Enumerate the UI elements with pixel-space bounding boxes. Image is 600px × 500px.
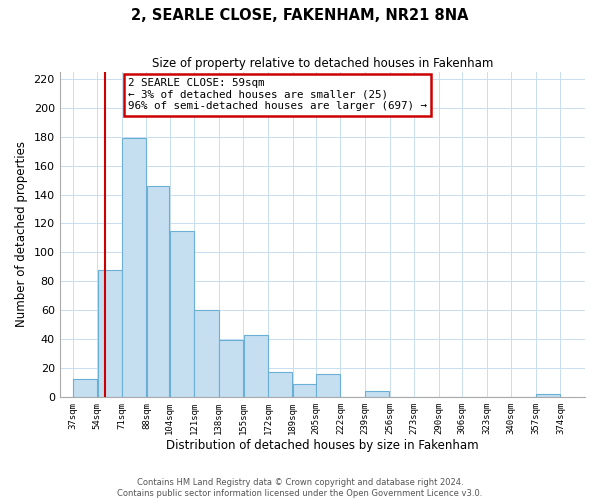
Bar: [536, 394, 560, 397]
Bar: [293, 384, 316, 397]
Bar: [170, 230, 194, 397]
Bar: [98, 270, 122, 397]
Bar: [244, 334, 268, 397]
Bar: [268, 372, 292, 397]
X-axis label: Distribution of detached houses by size in Fakenham: Distribution of detached houses by size …: [166, 440, 479, 452]
Text: Contains HM Land Registry data © Crown copyright and database right 2024.
Contai: Contains HM Land Registry data © Crown c…: [118, 478, 482, 498]
Text: 2 SEARLE CLOSE: 59sqm
← 3% of detached houses are smaller (25)
96% of semi-detac: 2 SEARLE CLOSE: 59sqm ← 3% of detached h…: [128, 78, 427, 112]
Bar: [194, 310, 218, 397]
Title: Size of property relative to detached houses in Fakenham: Size of property relative to detached ho…: [152, 58, 493, 70]
Text: 2, SEARLE CLOSE, FAKENHAM, NR21 8NA: 2, SEARLE CLOSE, FAKENHAM, NR21 8NA: [131, 8, 469, 22]
Bar: [316, 374, 340, 397]
Bar: [365, 391, 389, 397]
Y-axis label: Number of detached properties: Number of detached properties: [15, 141, 28, 327]
Bar: [122, 138, 146, 397]
Bar: [73, 380, 97, 397]
Bar: [147, 186, 169, 397]
Bar: [219, 340, 243, 397]
